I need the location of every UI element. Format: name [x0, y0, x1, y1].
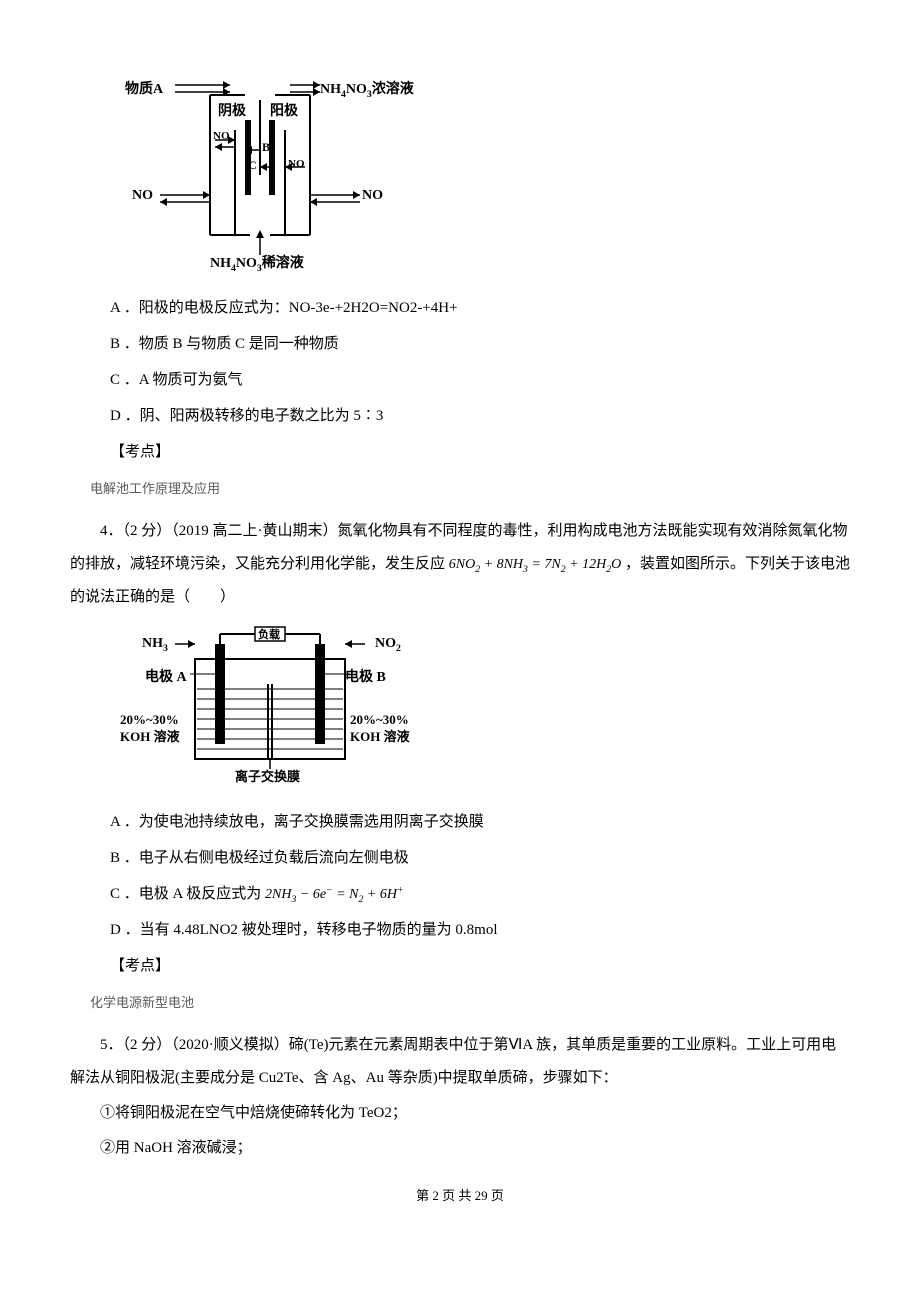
label-no2: NO2: [375, 636, 401, 654]
q3-option-c: C ．A 物质可为氨气: [70, 362, 850, 398]
diagram-2-container: NH3 NO2 负载 电极 A 电极 B 20%~30%KOH 溶液 20%~3…: [120, 624, 850, 784]
label-no-1: NO: [213, 130, 230, 142]
q4-option-c: C ．电极 A 极反应式为 2NH3 − 6e− = N2 + 6H+: [70, 876, 850, 912]
battery-diagram: NH3 NO2 负载 电极 A 电极 B 20%~30%KOH 溶液 20%~3…: [120, 624, 420, 784]
q5-body: 5．（2 分）（2020·顺义模拟）碲(Te)元素在元素周期表中位于第ⅥA 族，…: [70, 1029, 850, 1095]
q4-option-a: A ．为使电池持续放电，离子交换膜需选用阴离子交换膜: [70, 804, 850, 840]
q4-kaodian-label: 【考点】: [70, 948, 850, 984]
page-content: 物质A NH4NO3浓溶液 阴极 阳极 NO NO NO NO B C NH4N…: [0, 0, 920, 1234]
q4-option-d: D ．当有 4.48LNO2 被处理时，转移电子物质的量为 0.8mol: [70, 912, 850, 948]
label-no-right: NO: [362, 188, 383, 204]
label-membrane: 离子交换膜: [235, 766, 300, 785]
label-load: 负载: [258, 626, 280, 642]
q3-option-d: D ．阴、阳两极转移的电子数之比为 5∶3: [70, 398, 850, 434]
q5-step2: ②用 NaOH 溶液碱浸；: [70, 1132, 850, 1165]
label-nh4no3-dilute: NH4NO3稀溶液: [210, 252, 304, 274]
label-no-left: NO: [132, 188, 153, 204]
q5-step1: ①将铜阳极泥在空气中焙烧使碲转化为 TeO2；: [70, 1097, 850, 1130]
label-electrode-a: 电极 A: [145, 666, 187, 686]
diagram-1-container: 物质A NH4NO3浓溶液 阴极 阳极 NO NO NO NO B C NH4N…: [120, 70, 850, 270]
q4-body: 4．（2 分）（2019 高二上·黄山期末）氮氧化物具有不同程度的毒性，利用构成…: [70, 515, 850, 614]
label-b: B: [262, 140, 270, 155]
q4-option-b: B ．电子从右侧电极经过负载后流向左侧电极: [70, 840, 850, 876]
label-cathode: 阴极: [218, 100, 246, 120]
label-anode: 阳极: [270, 100, 298, 120]
q3-option-a: A ．阳极的电极反应式为：NO-3e-+2H2O=NO2-+4H+: [70, 290, 850, 326]
label-koh-left: 20%~30%KOH 溶液: [120, 712, 180, 746]
label-nh4no3-conc: NH4NO3浓溶液: [320, 78, 414, 100]
label-c: C: [248, 158, 257, 173]
label-electrode-b: 电极 B: [345, 666, 386, 686]
page-footer: 第 2 页 共 29 页: [70, 1185, 850, 1204]
label-no-2: NO: [288, 158, 305, 170]
label-koh-right: 20%~30%KOH 溶液: [350, 712, 410, 746]
q4-option-c-formula: 2NH3 − 6e− = N2 + 6H+: [265, 887, 404, 902]
label-substance-a: 物质A: [125, 78, 163, 98]
q3-kaodian-content: 电解池工作原理及应用: [70, 478, 850, 497]
q4-kaodian-content: 化学电源新型电池: [70, 992, 850, 1011]
q4-formula-1: 6NO2 + 8NH3 = 7N2 + 12H2O: [449, 557, 621, 572]
q4-option-c-prefix: C ．电极 A 极反应式为: [110, 886, 265, 902]
label-nh3: NH3: [142, 636, 168, 654]
q3-kaodian-label: 【考点】: [70, 434, 850, 470]
electrolysis-diagram: 物质A NH4NO3浓溶液 阴极 阳极 NO NO NO NO B C NH4N…: [120, 70, 390, 270]
q3-option-b: B ．物质 B 与物质 C 是同一种物质: [70, 326, 850, 362]
